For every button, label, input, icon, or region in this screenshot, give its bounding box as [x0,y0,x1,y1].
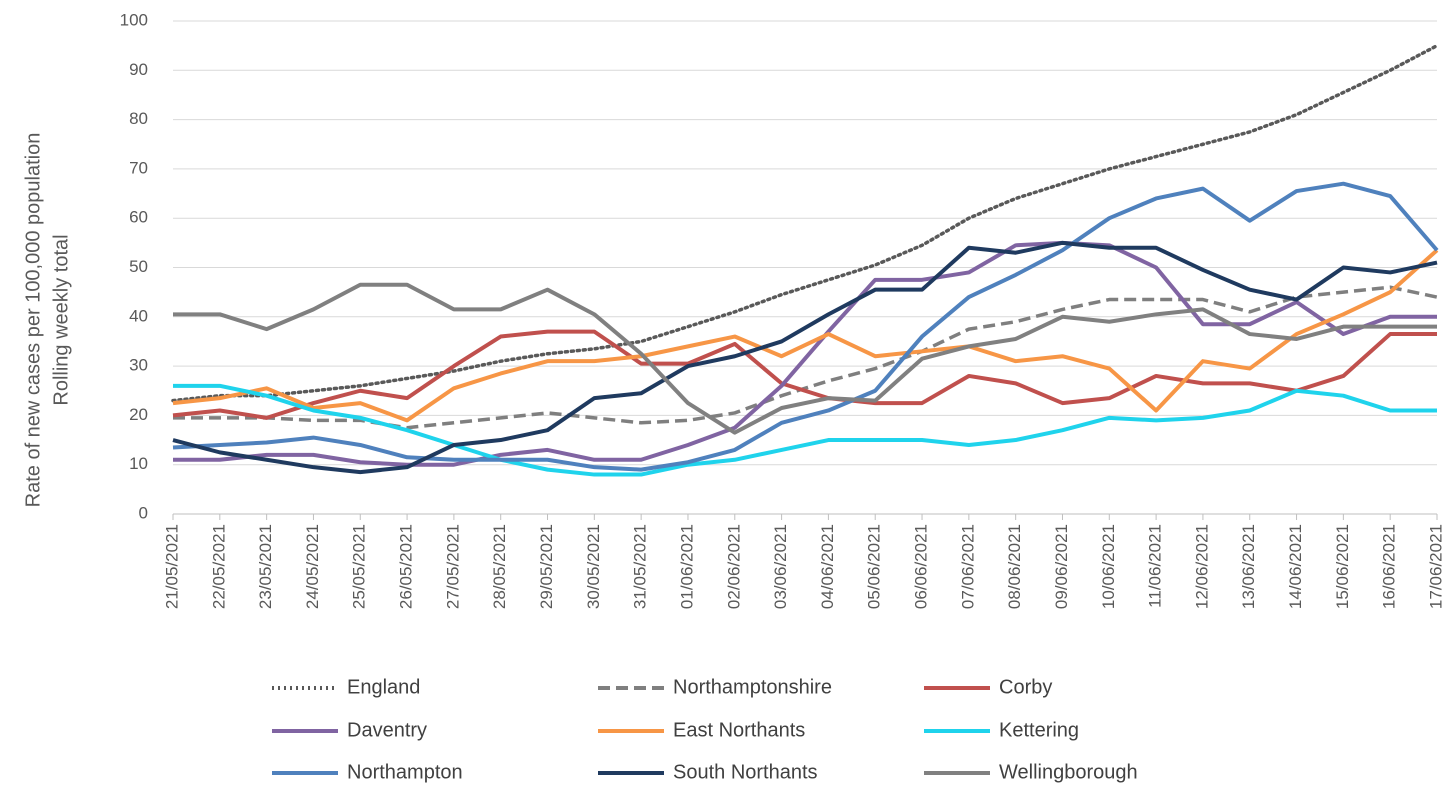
series-line [171,43,1439,403]
x-tick-label: 03/06/2021 [771,524,790,609]
y-tick-label: 60 [129,208,148,227]
x-tick-label: 16/06/2021 [1380,524,1399,609]
x-tick-label: 31/05/2021 [631,524,650,609]
y-tick-label: 80 [129,109,148,128]
x-tick-label: 27/05/2021 [443,524,462,609]
x-tick-label: 13/06/2021 [1239,524,1258,609]
legend-label: East Northants [673,719,805,741]
x-tick-label: 25/05/2021 [350,524,369,609]
legend-label: Daventry [347,719,427,741]
x-tick-label: 10/06/2021 [1099,524,1118,609]
legend-label: Northampton [347,761,463,783]
legend-label: Wellingborough [999,761,1138,783]
x-tick-label: 01/06/2021 [677,524,696,609]
series-line [172,240,1438,475]
x-tick-label: 15/06/2021 [1333,524,1352,609]
legend-label: England [347,676,420,698]
legend-label: Corby [999,676,1052,698]
x-tick-label: 24/05/2021 [303,524,322,609]
y-axis-label: Rate of new cases per 100,000 population [22,133,44,508]
y-axis-label: Rolling weekly total [50,234,72,405]
series-line [172,181,1439,472]
y-tick-label: 30 [129,356,148,375]
y-tick-label: 0 [139,503,148,522]
series-line [173,383,1437,477]
y-tick-label: 20 [129,405,148,424]
series-line [172,248,1439,423]
x-tick-label: 05/06/2021 [865,524,884,609]
x-tick-label: 23/05/2021 [256,524,275,609]
y-tick-label: 10 [129,454,148,473]
y-tick-label: 90 [129,60,148,79]
y-tick-label: 70 [129,158,148,177]
x-tick-label: 08/06/2021 [1005,524,1024,609]
x-tick-label: 28/05/2021 [490,524,509,609]
x-tick-label: 14/06/2021 [1286,524,1305,609]
x-tick-label: 26/05/2021 [397,524,416,609]
legend-label: Kettering [999,719,1079,741]
x-tick-label: 02/06/2021 [724,524,743,609]
y-tick-label: 40 [129,306,148,325]
y-tick-label: 50 [129,257,148,276]
x-tick-label: 29/05/2021 [537,524,556,609]
x-tick-label: 21/05/2021 [162,524,181,609]
series-line [173,240,1437,467]
x-tick-label: 06/06/2021 [912,524,931,609]
series-line [173,282,1437,435]
x-tick-label: 09/06/2021 [1052,524,1071,609]
x-tick-label: 22/05/2021 [209,524,228,609]
x-tick-label: 30/05/2021 [584,524,603,609]
x-tick-label: 12/06/2021 [1192,524,1211,609]
legend-label: Northamptonshire [673,676,832,698]
x-tick-label: 17/06/2021 [1426,524,1445,609]
legend-label: South Northants [673,761,818,783]
y-tick-label: 100 [120,10,148,29]
x-tick-label: 11/06/2021 [1146,524,1165,608]
series-line [173,285,1438,430]
series-line [172,329,1437,420]
x-tick-label: 07/06/2021 [958,524,977,609]
x-tick-label: 04/06/2021 [818,524,837,609]
